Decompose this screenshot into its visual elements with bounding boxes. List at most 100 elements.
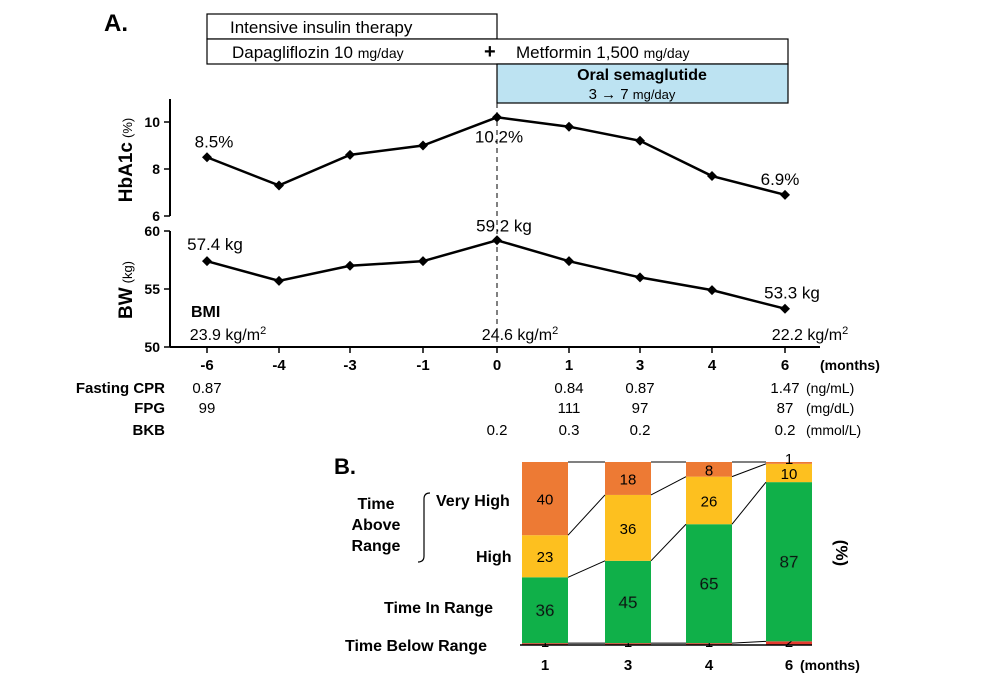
bar-segment-time-in-range-3 [605,560,651,644]
bw-point-1 [564,256,574,267]
panel-b-x-tick-3: 3 [624,657,632,674]
tar-label-line1: Time [357,496,394,513]
high-label: High [476,549,512,566]
bar-label-high-1: 23 [537,549,554,566]
bar-segment-high-3 [605,494,651,561]
x-tick-labels: -6 -4 -3 -1 0 1 3 4 6 [200,347,789,374]
bar-label-very-high-3: 18 [620,471,637,488]
hba1c-axis-title: HbA1c(%) [116,118,137,202]
bar-segment-high-4 [686,476,732,525]
bw-axis-title: BW(kg) [116,261,137,319]
x-tick-label--4: -4 [272,357,286,374]
bw-annotation-0: 59.2 kg [476,216,532,235]
connector-1-1 [650,523,687,562]
panel-b-x-tick-1: 1 [541,657,549,674]
bmi-value-6: 22.2 kg/m2 [772,325,848,344]
bw-point-0 [492,235,502,246]
bmi-value--6: 23.9 kg/m2 [190,325,266,344]
hba1c-point-3 [635,135,645,146]
bar-segment-very-high-6 [766,462,812,464]
lab-value-1-6: 97 [632,400,649,417]
bar-segment-very-high-1 [522,462,568,536]
connector-2-1 [731,481,767,525]
bw-ytick-label-0: 50 [144,339,160,355]
connector-1-2 [650,476,687,496]
bw-point--1 [418,256,428,267]
bar-label-high-6: 10 [781,466,798,483]
tir-label: Time In Range [384,600,493,617]
bw-point-6 [780,303,790,314]
very-high-label: Very High [436,493,510,510]
hba1c-point--3 [345,149,355,160]
bw-ytick-label-1: 55 [144,281,160,297]
lab-value-1-0: 99 [199,400,216,417]
bar-label-time-below-range-6: 2 [785,634,793,651]
bmi-label: BMI [191,304,220,321]
bw-chart: BW(kg) 50 55 60 57.4 kg 59.2 kg 53.3 kg [116,216,820,355]
bw-point--4 [274,275,284,286]
bar-segment-very-high-4 [686,462,732,477]
bw-ytick-label-2: 60 [144,223,160,239]
panel-b-x-tick-labels: 1 3 4 6 [541,657,793,674]
intensive-insulin-box [206,13,498,40]
bar-label-time-in-range-3: 45 [619,593,638,612]
tar-bracket [417,492,431,563]
hba1c-point-1 [564,121,574,132]
bar-segment-time-in-range-4 [686,524,732,644]
x-axis-unit: (months) [820,357,880,373]
hba1c-point-6 [780,189,790,200]
bar-label-time-in-range-1: 36 [536,601,555,620]
lab-value-1-8: 87 [777,400,794,417]
bar-segment-high-6 [766,463,812,483]
intensive-insulin-label: Intensive insulin therapy [230,18,413,37]
bmi-values: 23.9 kg/m2 24.6 kg/m2 22.2 kg/m2 [190,325,848,344]
bar-segment-time-below-range-4 [686,643,732,645]
bar-segment-very-high-3 [605,462,651,495]
bw-annotation-6: 53.3 kg [764,284,820,303]
bw-point--3 [345,260,355,271]
lab-value-1-5: 111 [558,400,581,417]
hba1c-annotation--6: 8.5% [195,132,234,151]
tar-group-label: Time Above Range Very High High Time In … [345,492,512,655]
bar-label-very-high-1: 40 [537,492,554,509]
panel-b-label: B. [334,454,356,479]
hba1c-point-4 [707,171,717,182]
lab-value-2-5: 0.3 [559,422,580,439]
bw-series-line [206,238,786,310]
bar-label-time-in-range-4: 65 [700,575,719,594]
oral-semaglutide-title: Oral semaglutide [577,67,707,84]
bar-label-high-3: 36 [620,521,637,538]
hba1c-ytick-label-1: 8 [152,161,160,177]
lab-value-2-6: 0.2 [630,422,651,439]
tbr-label: Time Below Range [345,638,487,655]
tar-label-line3: Range [352,538,401,555]
lab-value-0-8: 1.47 [770,380,799,397]
hba1c-point--6 [202,152,212,163]
dapa-metformin-box [206,38,789,65]
connector-0-2 [567,494,606,536]
panel-b-x-tick-4: 4 [705,657,714,674]
x-tick-label-0: 0 [493,357,501,374]
tar-label-line2: Above [352,517,401,534]
lab-row-label-2: BKB [133,422,166,439]
x-tick-label-6: 6 [781,357,789,374]
percent-axis-label: (%) [832,540,851,566]
bw-annotation--6: 57.4 kg [187,235,243,254]
hba1c-chart: HbA1c(%) 6 8 10 8.5% 10.2% 6.9% [116,99,799,224]
x-tick-label-1: 1 [565,357,573,374]
lab-value-2-4: 0.2 [487,422,508,439]
bar-label-time-in-range-6: 87 [780,553,799,572]
lab-unit-2: (mmol/L) [806,422,861,438]
bar-segment-time-below-range-3 [605,643,651,645]
panel-b-x-tick-6: 6 [785,657,793,674]
bw-point-4 [707,285,717,296]
lab-value-0-0: 0.87 [192,380,221,397]
hba1c-annotation-0: 10.2% [475,127,523,146]
bw-point-3 [635,272,645,283]
metformin-label: Metformin 1,500 mg/day [516,43,689,62]
hba1c-annotation-6: 6.9% [761,170,800,189]
hba1c-ytick-label-2: 10 [144,114,160,130]
hba1c-point--1 [418,140,428,151]
plus-sign: + [484,41,496,63]
